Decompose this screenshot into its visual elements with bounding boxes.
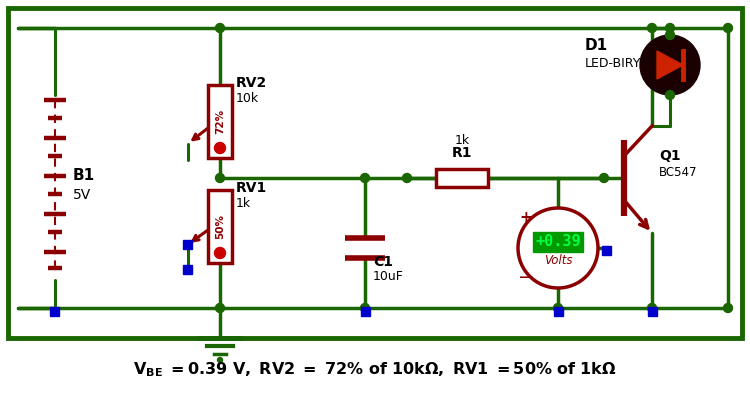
Circle shape	[665, 90, 674, 99]
Bar	[647, 307, 656, 316]
Circle shape	[214, 248, 226, 259]
Circle shape	[361, 303, 370, 312]
Circle shape	[518, 208, 598, 288]
Text: 72%: 72%	[215, 109, 225, 134]
Text: D1: D1	[585, 38, 608, 53]
Circle shape	[361, 173, 370, 182]
Circle shape	[599, 173, 608, 182]
Text: +: +	[520, 211, 532, 226]
Text: 5V: 5V	[73, 188, 92, 202]
Text: BC547: BC547	[659, 166, 698, 179]
Text: −: −	[518, 268, 534, 288]
Circle shape	[647, 24, 656, 33]
Text: LED-BIRY: LED-BIRY	[585, 57, 641, 70]
Text: R1: R1	[452, 146, 472, 160]
Bar	[436, 169, 488, 187]
Bar	[182, 264, 191, 274]
Circle shape	[724, 303, 733, 312]
Circle shape	[403, 173, 412, 182]
Bar	[208, 190, 232, 263]
Circle shape	[724, 24, 733, 33]
Bar	[554, 307, 562, 316]
Circle shape	[215, 303, 224, 312]
Bar	[8, 8, 742, 338]
Circle shape	[665, 31, 674, 40]
Text: 10uF: 10uF	[373, 270, 404, 283]
Circle shape	[647, 303, 656, 312]
Bar	[602, 246, 610, 255]
Circle shape	[665, 24, 674, 33]
Circle shape	[640, 35, 700, 95]
Text: 1k: 1k	[454, 134, 470, 147]
Circle shape	[217, 358, 223, 362]
Polygon shape	[657, 51, 683, 79]
Text: 1k: 1k	[236, 197, 251, 210]
Bar	[361, 307, 370, 316]
Text: B1: B1	[73, 167, 95, 182]
Text: C1: C1	[373, 255, 393, 269]
Circle shape	[214, 143, 226, 154]
Text: 50%: 50%	[215, 214, 225, 239]
Bar	[182, 240, 191, 249]
Circle shape	[554, 303, 562, 312]
Text: RV2: RV2	[236, 76, 267, 90]
Text: Q1: Q1	[659, 149, 681, 163]
Text: Volts: Volts	[544, 253, 572, 266]
Text: 10k: 10k	[236, 92, 260, 105]
Circle shape	[215, 24, 224, 33]
Bar	[533, 232, 583, 252]
Bar	[50, 307, 58, 316]
Circle shape	[215, 173, 224, 182]
Bar	[208, 85, 232, 158]
Text: RV1: RV1	[236, 181, 267, 195]
Text: +0.39: +0.39	[536, 235, 580, 250]
Text: $\mathbf{V_{BE}}$ $\mathbf{=0.39\ V,\ RV2\ =\ 72\%\ of\ 10k\Omega,\ RV1\ =50\%\ : $\mathbf{V_{BE}}$ $\mathbf{=0.39\ V,\ RV…	[134, 361, 616, 379]
